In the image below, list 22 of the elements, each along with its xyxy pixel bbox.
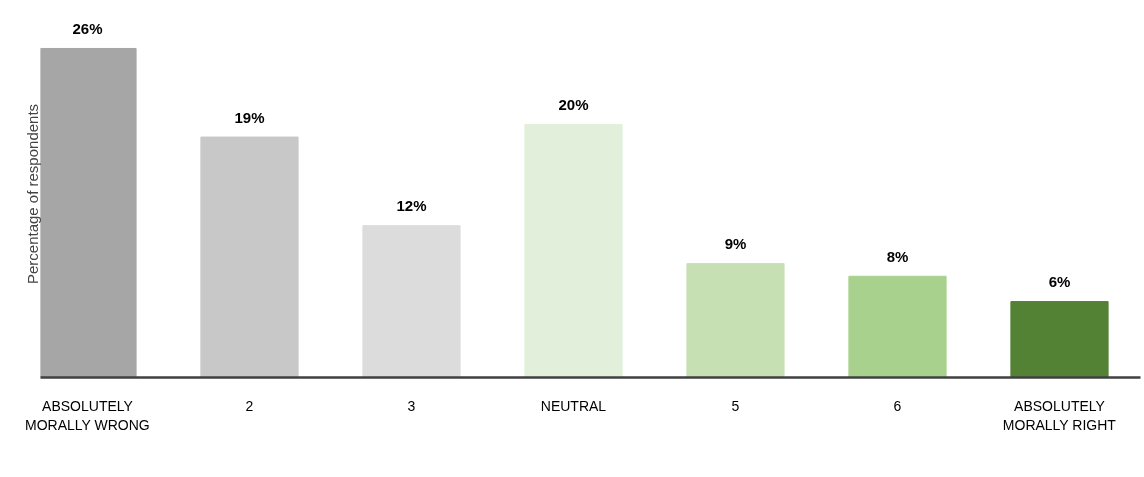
y-axis-title: Percentage of respondents [23, 103, 41, 285]
bar [686, 263, 785, 378]
bar [524, 123, 623, 378]
x-tick-label: NEUTRAL [540, 397, 607, 414]
bar [1010, 301, 1109, 378]
bar [40, 47, 137, 378]
x-tick-label: ABSOLUTELY MORALLY WRONG [24, 397, 150, 433]
x-tick-label: 3 [407, 397, 416, 414]
x-tick-label: 2 [245, 397, 254, 414]
bar [848, 275, 947, 378]
data-label: 9% [724, 235, 747, 253]
x-tick-label: 6 [893, 397, 902, 414]
data-label: 8% [886, 247, 909, 265]
data-label: 6% [1048, 273, 1071, 291]
bar [362, 225, 461, 378]
x-tick-label: ABSOLUTELY MORALLY RIGHT [1002, 397, 1117, 433]
data-label: 12% [396, 197, 427, 215]
data-label: 20% [558, 95, 589, 113]
bar [200, 136, 299, 378]
data-label: 26% [72, 19, 103, 37]
data-label: 19% [234, 108, 265, 126]
x-tick-label: 5 [731, 397, 740, 414]
